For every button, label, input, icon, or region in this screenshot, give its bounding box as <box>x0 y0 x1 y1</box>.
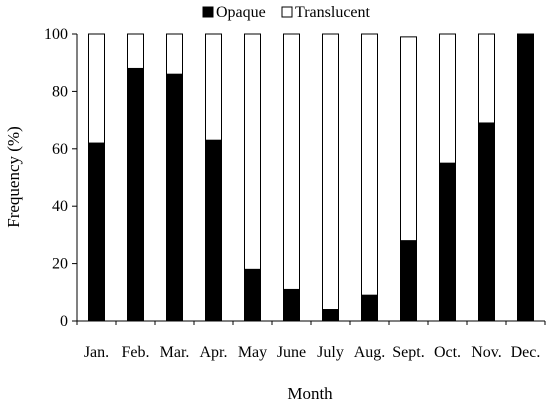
y-tick-label: 100 <box>44 26 68 43</box>
y-axis-title: Frequency (%) <box>4 126 23 228</box>
bar-translucent-10 <box>478 33 495 124</box>
bar-translucent-3 <box>205 33 222 141</box>
bar-opaque-10 <box>478 122 495 322</box>
bar-opaque-11 <box>517 33 534 322</box>
legend-swatch-translucent <box>281 6 293 18</box>
y-tick-label: 60 <box>52 141 68 158</box>
bar-opaque-0 <box>88 142 105 322</box>
x-tick-label: Feb. <box>122 344 150 361</box>
bar-translucent-8 <box>400 36 417 242</box>
legend-label-translucent: Translucent <box>295 4 371 21</box>
bar-opaque-6 <box>322 309 339 322</box>
x-tick-label: Dec. <box>511 344 541 361</box>
bar-opaque-3 <box>205 139 222 322</box>
bar-translucent-6 <box>322 33 339 311</box>
y-tick-label: 40 <box>52 198 68 215</box>
bar-opaque-4 <box>244 268 261 322</box>
x-tick-label: Aug. <box>354 344 386 361</box>
bar-opaque-1 <box>127 67 144 322</box>
legend: Opaque Translucent <box>202 4 371 21</box>
y-tick-label: 20 <box>52 256 68 273</box>
legend-swatch-opaque <box>202 6 214 18</box>
x-tick-label: Jan. <box>84 344 109 361</box>
bar-translucent-4 <box>244 33 261 270</box>
x-tick-label: June <box>277 344 306 361</box>
x-tick-label: Oct. <box>434 344 461 361</box>
bar-opaque-5 <box>283 288 300 322</box>
x-tick-label: Mar. <box>160 344 190 361</box>
plot-area: 0 20 40 60 80 100 Jan. Feb. Mar. Apr. May June July A… <box>44 26 546 361</box>
bar-translucent-9 <box>439 33 456 164</box>
x-axis-title: Month <box>287 384 333 403</box>
bar-translucent-0 <box>88 33 105 144</box>
y-tick-label: 0 <box>60 313 68 330</box>
bar-opaque-9 <box>439 162 456 322</box>
x-tick-label: Sept. <box>392 344 424 361</box>
bar-translucent-7 <box>361 33 378 296</box>
bar-opaque-7 <box>361 294 378 322</box>
x-tick-label: July <box>317 344 344 361</box>
bar-translucent-5 <box>283 33 300 290</box>
x-tick-label: May <box>238 344 267 361</box>
bar-opaque-2 <box>166 73 183 322</box>
y-tick-label: 80 <box>52 83 68 100</box>
x-tick-label: Nov. <box>471 344 502 361</box>
bar-translucent-2 <box>166 33 183 75</box>
bar-translucent-1 <box>127 33 144 69</box>
legend-label-opaque: Opaque <box>216 4 266 21</box>
bar-opaque-8 <box>400 240 417 322</box>
x-tick-label: Apr. <box>200 344 228 361</box>
